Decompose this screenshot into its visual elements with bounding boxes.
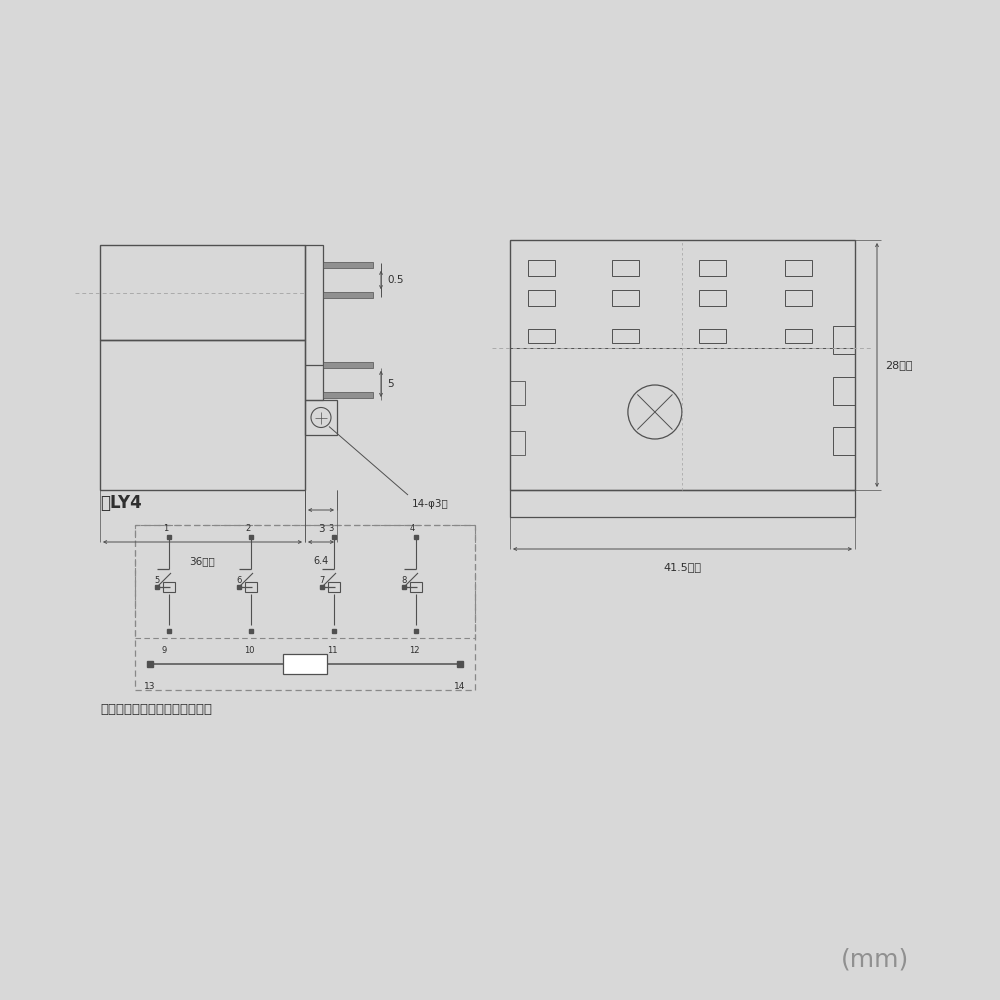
Bar	[833, 326, 855, 354]
Text: 14: 14	[454, 682, 465, 691]
Bar	[510, 240, 855, 490]
Bar	[510, 431, 525, 455]
Text: (mm): (mm)	[841, 948, 909, 972]
Bar	[528, 290, 555, 306]
Text: 8: 8	[401, 576, 406, 585]
Text: 形LY4: 形LY4	[100, 494, 142, 512]
Bar	[283, 654, 327, 674]
Bar	[612, 290, 639, 306]
Text: 5: 5	[387, 379, 394, 389]
Text: 2: 2	[245, 524, 250, 533]
Bar	[135, 525, 475, 638]
Bar	[528, 260, 555, 276]
Text: 0.5: 0.5	[387, 275, 404, 285]
Text: 12: 12	[409, 646, 420, 655]
Bar	[305, 400, 337, 435]
Text: 6: 6	[236, 576, 241, 585]
Bar	[612, 329, 639, 343]
Bar	[245, 582, 257, 592]
Bar	[305, 245, 323, 400]
Text: 14-φ3稴: 14-φ3稴	[412, 499, 449, 509]
Text: 13: 13	[144, 682, 156, 691]
Text: （コイル極性はありません。）: （コイル極性はありません。）	[100, 703, 212, 716]
Bar	[100, 245, 305, 340]
Bar	[410, 582, 422, 592]
Bar	[323, 362, 373, 368]
Text: 10: 10	[244, 646, 255, 655]
Bar	[510, 490, 855, 517]
Text: 5: 5	[154, 576, 159, 585]
Text: 7: 7	[319, 576, 324, 585]
Bar	[698, 260, 726, 276]
Text: 28以下: 28以下	[885, 360, 913, 370]
Bar	[785, 260, 812, 276]
Bar	[510, 381, 525, 405]
Bar	[100, 340, 305, 490]
Text: 36以下: 36以下	[190, 556, 215, 566]
Text: 3: 3	[318, 524, 324, 534]
Bar	[163, 582, 175, 592]
Text: 11: 11	[327, 646, 338, 655]
Bar	[323, 262, 373, 268]
Bar	[528, 329, 555, 343]
Bar	[328, 582, 340, 592]
Bar	[785, 290, 812, 306]
Text: 3: 3	[328, 524, 333, 533]
Text: 41.5以下: 41.5以下	[663, 562, 701, 572]
Text: 4: 4	[410, 524, 415, 533]
Text: 1: 1	[163, 524, 168, 533]
Bar	[135, 525, 475, 690]
Bar	[612, 260, 639, 276]
Bar	[785, 329, 812, 343]
Bar	[833, 427, 855, 455]
Bar	[698, 329, 726, 343]
Bar	[323, 292, 373, 298]
Text: 6.4: 6.4	[313, 556, 329, 566]
Bar	[698, 290, 726, 306]
Text: 9: 9	[162, 646, 167, 655]
Bar	[323, 392, 373, 398]
Bar	[833, 377, 855, 405]
